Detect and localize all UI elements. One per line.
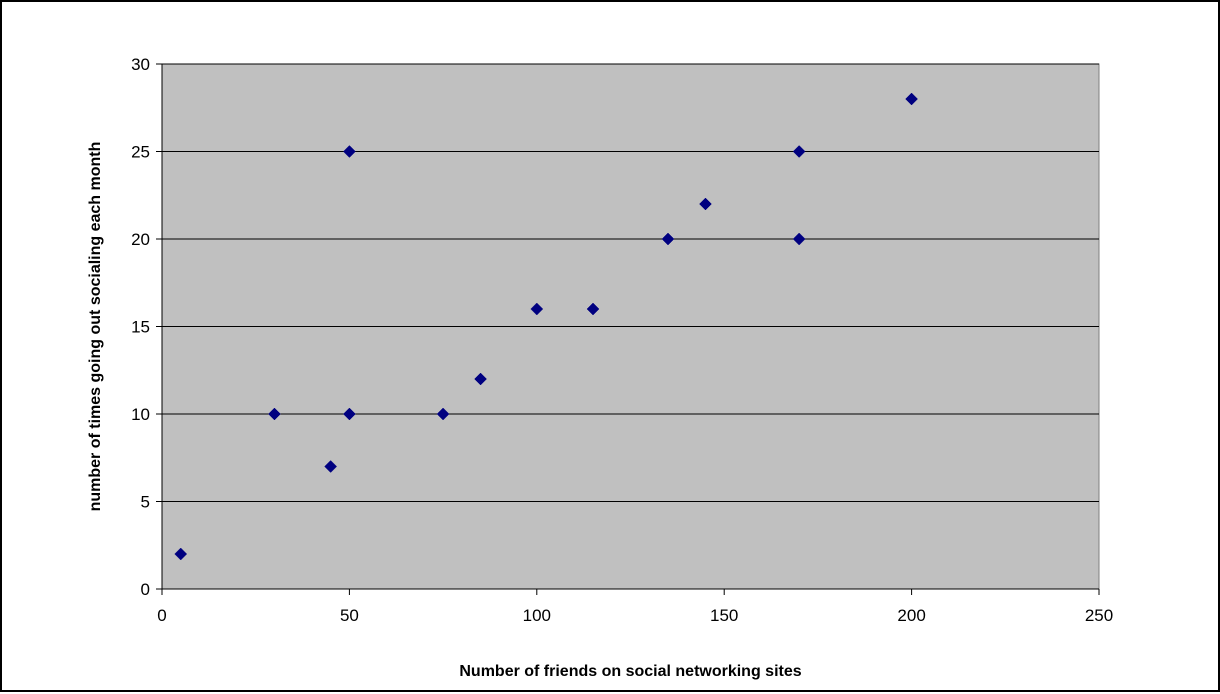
x-tick-label: 100 xyxy=(523,606,551,625)
data-point xyxy=(436,407,450,421)
y-tick-label: 25 xyxy=(131,143,150,162)
data-point xyxy=(474,372,487,386)
data-points xyxy=(174,92,918,561)
x-tick-label: 200 xyxy=(897,606,925,625)
data-point xyxy=(268,407,281,421)
x-tick-label: 50 xyxy=(340,606,359,625)
y-tick-label: 15 xyxy=(131,318,150,337)
data-point xyxy=(905,92,918,106)
y-axis-ticks: 0 5 10 15 20 25 30 xyxy=(131,55,162,599)
data-point xyxy=(792,232,806,246)
x-tick-label: 150 xyxy=(710,606,738,625)
data-point xyxy=(586,302,600,316)
data-point xyxy=(343,407,356,421)
data-point xyxy=(530,302,544,316)
data-point xyxy=(174,547,188,561)
y-tick-label: 20 xyxy=(131,230,150,249)
data-point xyxy=(661,232,675,246)
y-tick-label: 10 xyxy=(131,405,150,424)
y-tick-label: 5 xyxy=(141,493,150,512)
y-tick-label: 0 xyxy=(141,580,150,599)
data-point xyxy=(699,197,712,211)
gridlines xyxy=(162,63,1099,502)
data-point xyxy=(792,145,806,158)
y-tick-label: 30 xyxy=(131,55,150,74)
x-tick-label: 0 xyxy=(157,606,166,625)
y-axis-title: number of times going out socialing each… xyxy=(87,142,104,512)
x-tick-label: 250 xyxy=(1085,606,1113,625)
data-point xyxy=(343,145,356,158)
data-point xyxy=(324,460,338,473)
x-axis-ticks: 0 50 100 150 200 250 xyxy=(157,589,1113,625)
x-axis-title: Number of friends on social networking s… xyxy=(459,663,801,680)
